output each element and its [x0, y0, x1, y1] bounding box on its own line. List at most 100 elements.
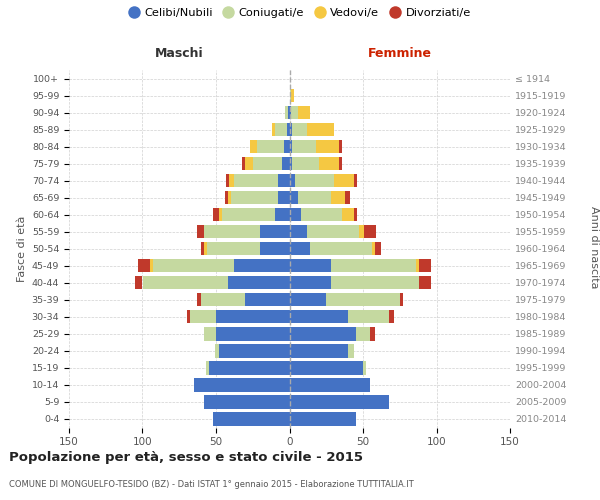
- Bar: [288, 106, 290, 119]
- Bar: [295, 174, 334, 188]
- Bar: [245, 157, 253, 170]
- Bar: [348, 344, 354, 358]
- Bar: [219, 208, 222, 222]
- Bar: [298, 191, 331, 204]
- Bar: [285, 106, 288, 119]
- Bar: [356, 327, 370, 340]
- Bar: [197, 225, 204, 238]
- Bar: [340, 140, 343, 153]
- Bar: [331, 276, 419, 289]
- Bar: [290, 89, 291, 102]
- Bar: [354, 174, 357, 188]
- Bar: [375, 242, 380, 256]
- Bar: [278, 191, 290, 204]
- Bar: [245, 293, 290, 306]
- Bar: [275, 123, 287, 136]
- Bar: [204, 396, 290, 408]
- Bar: [215, 344, 219, 358]
- Bar: [290, 362, 363, 374]
- Bar: [260, 242, 290, 256]
- Bar: [359, 225, 364, 238]
- Bar: [219, 344, 290, 358]
- Bar: [226, 174, 229, 188]
- Bar: [207, 242, 260, 256]
- Bar: [150, 259, 153, 272]
- Bar: [229, 174, 233, 188]
- Bar: [260, 225, 290, 238]
- Bar: [135, 276, 142, 289]
- Bar: [253, 157, 282, 170]
- Bar: [143, 276, 228, 289]
- Bar: [284, 140, 290, 153]
- Text: Popolazione per età, sesso e stato civile - 2015: Popolazione per età, sesso e stato civil…: [9, 451, 363, 464]
- Bar: [275, 208, 290, 222]
- Bar: [389, 310, 394, 324]
- Bar: [290, 310, 348, 324]
- Bar: [290, 378, 370, 392]
- Bar: [250, 140, 257, 153]
- Bar: [290, 259, 331, 272]
- Bar: [272, 123, 275, 136]
- Bar: [230, 191, 278, 204]
- Bar: [400, 293, 403, 306]
- Bar: [290, 327, 356, 340]
- Bar: [307, 225, 359, 238]
- Bar: [310, 242, 372, 256]
- Bar: [290, 412, 356, 426]
- Bar: [201, 293, 245, 306]
- Bar: [197, 293, 202, 306]
- Bar: [204, 327, 216, 340]
- Bar: [290, 225, 307, 238]
- Bar: [291, 106, 298, 119]
- Bar: [290, 106, 291, 119]
- Bar: [370, 327, 375, 340]
- Bar: [194, 378, 290, 392]
- Bar: [153, 259, 233, 272]
- Text: Femmine: Femmine: [368, 47, 432, 60]
- Bar: [419, 259, 431, 272]
- Bar: [319, 157, 340, 170]
- Bar: [204, 242, 207, 256]
- Bar: [233, 259, 290, 272]
- Bar: [190, 310, 216, 324]
- Bar: [290, 396, 389, 408]
- Bar: [307, 123, 334, 136]
- Bar: [257, 140, 284, 153]
- Bar: [278, 174, 290, 188]
- Bar: [346, 191, 350, 204]
- Bar: [363, 362, 366, 374]
- Bar: [298, 106, 310, 119]
- Bar: [209, 362, 290, 374]
- Bar: [228, 191, 230, 204]
- Bar: [301, 208, 343, 222]
- Bar: [213, 412, 290, 426]
- Bar: [242, 157, 245, 170]
- Bar: [225, 191, 228, 204]
- Bar: [290, 140, 292, 153]
- Bar: [216, 310, 290, 324]
- Bar: [364, 225, 376, 238]
- Bar: [290, 208, 301, 222]
- Bar: [331, 259, 416, 272]
- Y-axis label: Fasce di età: Fasce di età: [17, 216, 28, 282]
- Bar: [204, 225, 260, 238]
- Text: Anni di nascita: Anni di nascita: [589, 206, 599, 289]
- Bar: [343, 208, 354, 222]
- Bar: [291, 89, 294, 102]
- Bar: [348, 310, 389, 324]
- Bar: [290, 157, 292, 170]
- Bar: [340, 157, 343, 170]
- Bar: [334, 174, 354, 188]
- Bar: [292, 123, 307, 136]
- Legend: Celibi/Nubili, Coniugati/e, Vedovi/e, Divorziati/e: Celibi/Nubili, Coniugati/e, Vedovi/e, Di…: [125, 3, 475, 22]
- Bar: [206, 362, 209, 374]
- Bar: [187, 310, 190, 324]
- Bar: [216, 327, 290, 340]
- Bar: [282, 157, 290, 170]
- Bar: [290, 242, 310, 256]
- Bar: [138, 259, 150, 272]
- Bar: [290, 276, 331, 289]
- Bar: [372, 242, 375, 256]
- Bar: [292, 157, 319, 170]
- Bar: [213, 208, 219, 222]
